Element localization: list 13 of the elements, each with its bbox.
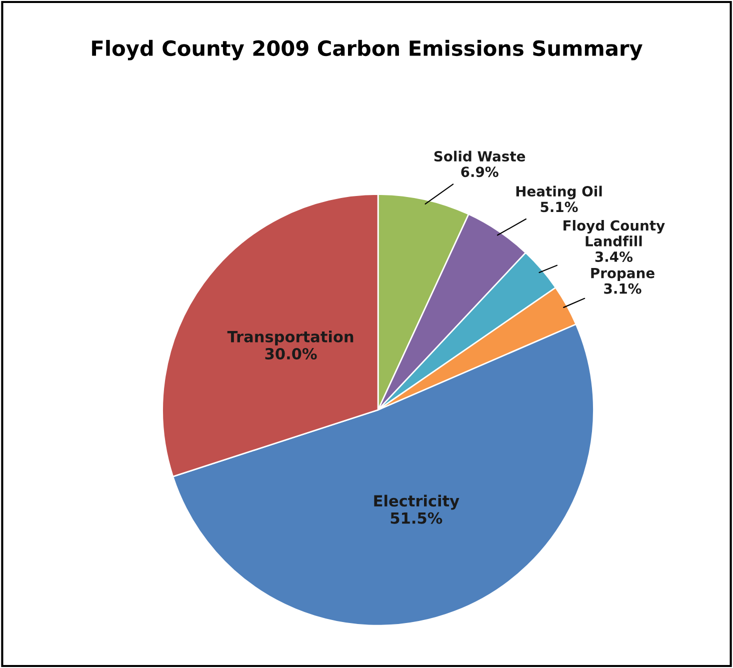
- data-label: 6.9%: [461, 166, 498, 178]
- slice-label: Propane: [591, 268, 654, 281]
- data-label: 3.1%: [604, 283, 642, 294]
- slice-label: Heating Oil: [516, 186, 602, 200]
- chart-title: Floyd County 2009 Carbon Emissions Summary: [92, 40, 642, 60]
- slice-label: Floyd County Landfill: [564, 220, 665, 246]
- slice-label: Solid Waste: [434, 150, 526, 162]
- slice-label: Transportation: [227, 330, 354, 346]
- data-label: 5.1%: [540, 202, 578, 212]
- data-label: 3.4%: [595, 251, 633, 262]
- slice-label: Electricity: [374, 494, 460, 510]
- data-label: 51.5%: [390, 512, 442, 524]
- data-label: 30.0%: [265, 348, 317, 360]
